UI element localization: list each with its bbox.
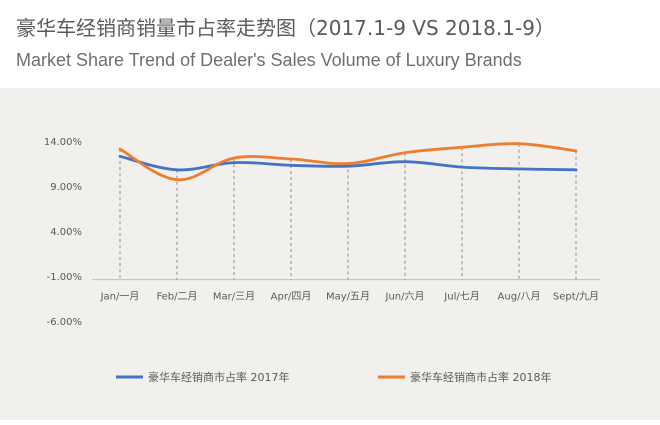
data-point bbox=[120, 149, 121, 150]
y-tick-label: 14.00% bbox=[44, 137, 82, 148]
data-point bbox=[291, 159, 292, 160]
data-point bbox=[120, 156, 121, 157]
data-point bbox=[177, 179, 178, 180]
data-point bbox=[405, 152, 406, 153]
x-tick-label: Sept/九月 bbox=[553, 291, 599, 303]
y-tick-label: -6.00% bbox=[47, 317, 82, 328]
data-point bbox=[348, 163, 349, 164]
series-line-2018 bbox=[118, 142, 578, 182]
legend-label: 豪华车经销商市占率 2018年 bbox=[410, 370, 552, 384]
data-point bbox=[234, 162, 235, 163]
data-point bbox=[462, 147, 463, 148]
data-point bbox=[291, 165, 292, 166]
x-tick-label: Apr/四月 bbox=[271, 291, 312, 303]
chart-title-en: Market Share Trend of Dealer's Sales Vol… bbox=[16, 50, 522, 70]
data-point bbox=[462, 167, 463, 168]
data-point bbox=[519, 143, 520, 144]
chart-title-cn: 豪华车经销商销量市占率走势图（2017.1-9 VS 2018.1-9） bbox=[16, 16, 555, 40]
data-point bbox=[576, 169, 577, 170]
x-tick-label: Jun/六月 bbox=[385, 291, 425, 303]
x-tick-label: Jan/一月 bbox=[100, 291, 140, 303]
x-tick-label: Mar/三月 bbox=[213, 291, 255, 303]
data-point bbox=[405, 161, 406, 162]
line-chart: 14.00% 9.00% 4.00% -1.00% -6.00% Jan/一月 Feb/二月… bbox=[44, 137, 600, 384]
data-point bbox=[177, 169, 178, 170]
y-tick-label: 9.00% bbox=[50, 182, 82, 193]
y-tick-label: -1.00% bbox=[47, 272, 82, 283]
x-tick-label: Jul/七月 bbox=[443, 291, 479, 303]
x-tick-label: Feb/二月 bbox=[156, 291, 197, 303]
series-line-2017 bbox=[118, 154, 578, 172]
legend-label: 豪华车经销商市占率 2017年 bbox=[148, 370, 290, 384]
plot-area: 14.00% 9.00% 4.00% -1.00% -6.00% Jan/一月 Feb/二月… bbox=[0, 88, 660, 420]
x-tick-label: Aug/八月 bbox=[498, 291, 541, 303]
data-point bbox=[519, 168, 520, 169]
data-point bbox=[234, 158, 235, 159]
data-point bbox=[348, 166, 349, 167]
y-tick-label: 4.00% bbox=[50, 227, 82, 238]
x-tick-label: May/五月 bbox=[326, 291, 370, 303]
data-point bbox=[576, 150, 577, 151]
chart-header: 豪华车经销商销量市占率走势图（2017.1-9 VS 2018.1-9） Mar… bbox=[0, 0, 660, 88]
